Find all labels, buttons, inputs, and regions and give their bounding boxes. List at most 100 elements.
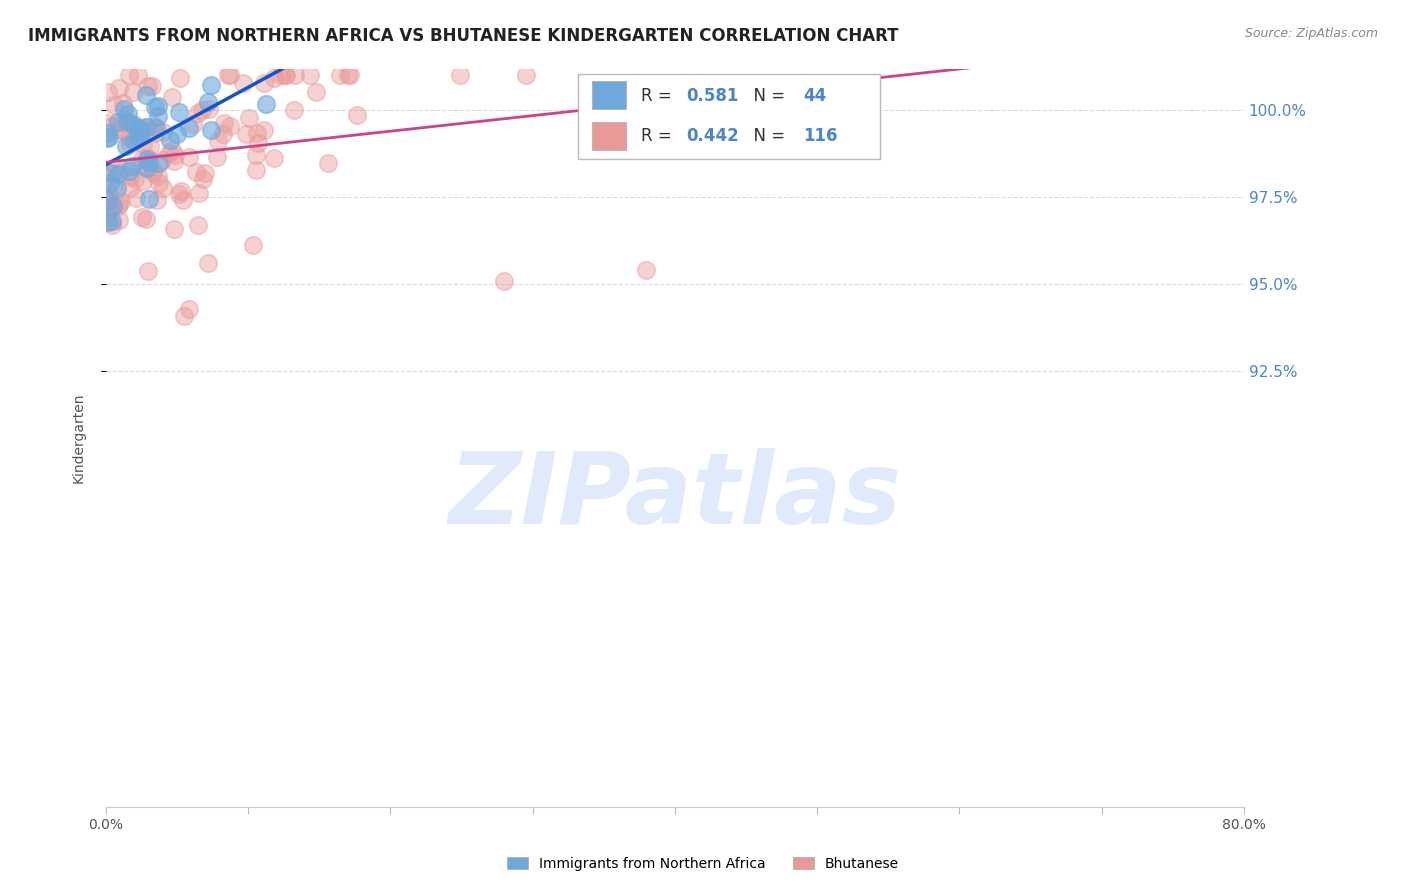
Point <box>148 156 170 170</box>
Point <box>316 156 339 170</box>
Point <box>107 213 129 227</box>
Point <box>135 88 157 103</box>
Point <box>131 153 153 167</box>
Point <box>114 139 136 153</box>
Point <box>218 69 240 83</box>
Point <box>207 134 229 148</box>
Point <box>104 160 127 174</box>
Point <box>96 126 118 140</box>
Point <box>142 164 165 178</box>
Point <box>98 190 121 204</box>
Point <box>449 69 471 83</box>
Point <box>253 122 276 136</box>
Point <box>107 167 129 181</box>
Point <box>186 105 208 120</box>
Point <box>112 115 135 129</box>
FancyBboxPatch shape <box>592 81 626 110</box>
Point <box>217 69 239 83</box>
Point <box>118 169 141 184</box>
Text: N =: N = <box>744 127 790 145</box>
Point <box>101 166 124 180</box>
Point <box>98 200 121 214</box>
Point <box>263 70 285 85</box>
Point <box>273 69 295 83</box>
Point <box>107 199 129 213</box>
Point <box>101 119 124 133</box>
Point <box>97 205 120 219</box>
Point <box>177 150 200 164</box>
Point <box>107 197 129 211</box>
Point <box>135 212 157 227</box>
Point <box>152 180 174 194</box>
Point <box>105 181 128 195</box>
Point <box>283 103 305 118</box>
Point <box>299 69 322 83</box>
Point <box>108 122 131 136</box>
Text: R =: R = <box>641 87 676 105</box>
Point <box>136 152 159 166</box>
Point <box>117 129 139 144</box>
Point <box>235 127 257 141</box>
Point <box>110 165 132 179</box>
Point <box>101 214 124 228</box>
Point <box>143 100 166 114</box>
Point <box>96 211 118 225</box>
Point <box>136 78 159 93</box>
Point <box>346 108 368 122</box>
Point <box>242 237 264 252</box>
Point <box>118 181 141 195</box>
Point <box>112 103 135 117</box>
Text: Source: ZipAtlas.com: Source: ZipAtlas.com <box>1244 27 1378 40</box>
Point <box>194 166 217 180</box>
Point <box>138 154 160 169</box>
Point <box>121 117 143 131</box>
Point <box>169 105 191 120</box>
Point <box>170 184 193 198</box>
Point <box>169 71 191 86</box>
Text: R =: R = <box>641 127 676 145</box>
Point <box>214 115 236 129</box>
Point <box>218 119 240 133</box>
Point <box>187 219 209 233</box>
Point <box>120 136 142 151</box>
Point <box>97 205 120 219</box>
Point <box>131 128 153 143</box>
Point <box>157 145 180 160</box>
Point <box>107 115 129 129</box>
Legend: Immigrants from Northern Africa, Bhutanese: Immigrants from Northern Africa, Bhutane… <box>501 851 905 876</box>
Point <box>118 164 141 178</box>
Point <box>197 256 219 270</box>
Point <box>117 114 139 128</box>
Point <box>143 126 166 140</box>
Point <box>98 177 121 191</box>
Point <box>167 186 190 201</box>
Point <box>121 160 143 174</box>
Point <box>139 139 162 153</box>
Text: ZIPatlas: ZIPatlas <box>449 448 901 545</box>
Text: 0.442: 0.442 <box>686 127 740 145</box>
Point <box>515 69 537 83</box>
Point <box>173 309 195 323</box>
Point <box>135 120 157 134</box>
Point <box>96 116 118 130</box>
Point <box>246 126 269 140</box>
Point <box>138 192 160 206</box>
Point <box>131 174 153 188</box>
Point <box>200 78 222 92</box>
Point <box>122 85 145 99</box>
Point <box>207 150 229 164</box>
Point <box>198 103 221 117</box>
Point <box>101 178 124 193</box>
Point <box>305 85 328 99</box>
Point <box>128 122 150 136</box>
Point <box>131 210 153 224</box>
Point <box>159 133 181 147</box>
Point <box>112 95 135 110</box>
Point <box>152 125 174 139</box>
Point <box>160 144 183 158</box>
Point <box>129 158 152 172</box>
Point <box>117 107 139 121</box>
Point <box>146 169 169 183</box>
Point <box>124 191 146 205</box>
Point <box>100 218 122 232</box>
